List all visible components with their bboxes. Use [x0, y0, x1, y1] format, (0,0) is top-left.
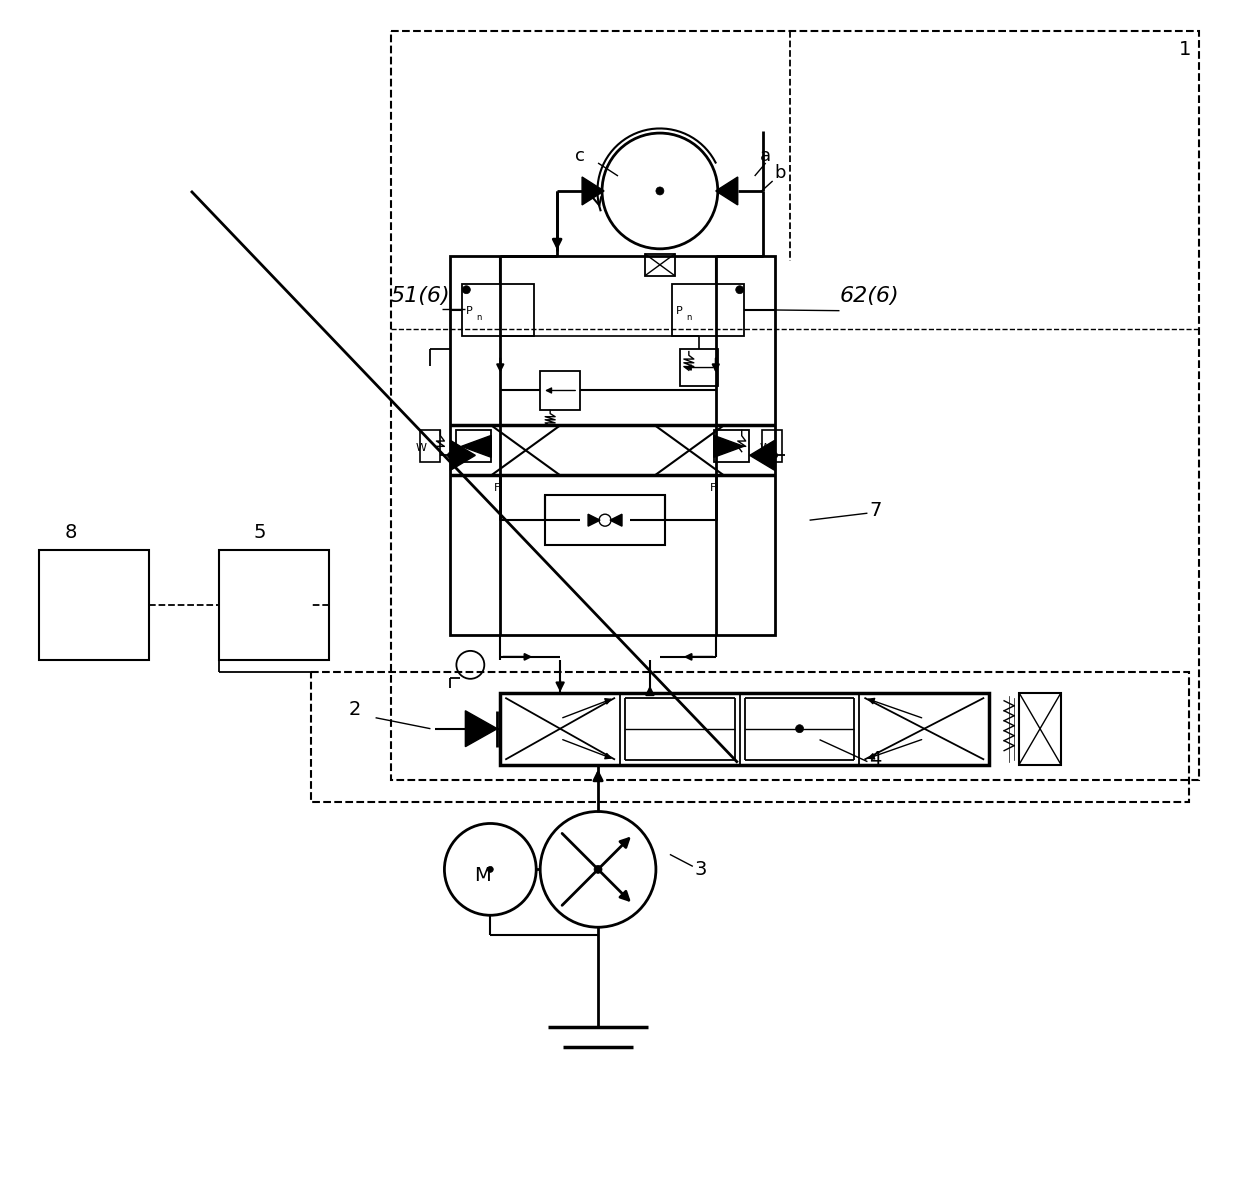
Text: 5: 5: [254, 523, 267, 542]
Text: M: M: [475, 866, 491, 885]
Text: n: n: [476, 313, 481, 322]
Polygon shape: [582, 177, 604, 205]
Circle shape: [735, 286, 744, 294]
Text: b: b: [775, 164, 786, 182]
Polygon shape: [610, 514, 622, 526]
Text: W: W: [760, 444, 771, 453]
Text: 3: 3: [694, 860, 707, 879]
Text: n: n: [686, 313, 691, 322]
Circle shape: [656, 187, 663, 195]
Polygon shape: [714, 435, 744, 457]
Text: 62(6): 62(6): [839, 286, 899, 306]
Text: P: P: [466, 306, 474, 316]
Circle shape: [771, 452, 777, 458]
Circle shape: [463, 286, 470, 294]
Polygon shape: [715, 177, 738, 205]
Polygon shape: [450, 440, 475, 470]
Circle shape: [796, 725, 804, 733]
Text: a: a: [760, 147, 771, 165]
Polygon shape: [588, 514, 600, 526]
Text: P: P: [676, 306, 682, 316]
Circle shape: [448, 452, 454, 458]
Text: 4: 4: [869, 750, 882, 769]
Text: W: W: [415, 444, 427, 453]
Text: 7: 7: [869, 501, 882, 520]
Text: c: c: [575, 147, 585, 165]
Text: F: F: [709, 483, 717, 493]
Text: 2: 2: [348, 700, 361, 719]
Text: 1: 1: [1179, 39, 1192, 59]
Circle shape: [594, 866, 603, 873]
Text: 51(6): 51(6): [391, 286, 450, 306]
Text: 8: 8: [64, 523, 77, 542]
Circle shape: [487, 866, 494, 872]
Text: F: F: [495, 483, 501, 493]
Polygon shape: [461, 435, 491, 457]
Polygon shape: [750, 440, 775, 470]
Polygon shape: [465, 710, 497, 746]
